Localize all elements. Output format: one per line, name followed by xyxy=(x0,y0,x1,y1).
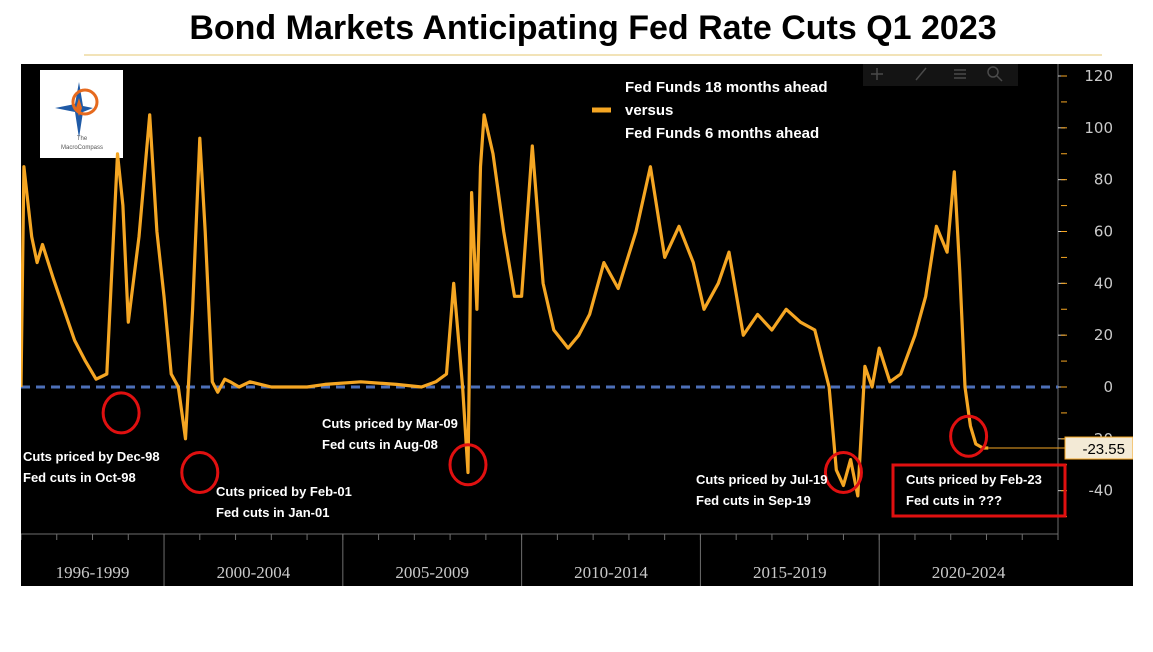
y-tick-label: 40 xyxy=(1094,274,1113,292)
x-tick-label: 2015-2019 xyxy=(753,563,827,582)
chart-area: The MacroCompass 1996-1999 2000-2004 2005-… xyxy=(19,64,1134,586)
x-tick-label: 2020-2024 xyxy=(932,563,1006,582)
y-tick-label: 120 xyxy=(1084,67,1113,85)
chart-toolbar xyxy=(863,64,1018,86)
x-tick-label: 2010-2014 xyxy=(574,563,648,582)
annotation-label: Fed cuts in Oct-98 xyxy=(23,470,136,485)
annotation-label: Cuts priced by Mar-09 xyxy=(322,416,458,431)
y-tick-label: 100 xyxy=(1084,119,1113,137)
crosshair-icon[interactable] xyxy=(871,68,883,80)
y-tick-label: 20 xyxy=(1094,326,1113,344)
logo: The MacroCompass xyxy=(40,70,123,158)
annotation-label: Cuts priced by Feb-23 xyxy=(906,472,1042,487)
search-icon[interactable] xyxy=(987,66,1003,82)
draw-icon[interactable] xyxy=(915,67,927,81)
page-title: Bond Markets Anticipating Fed Rate Cuts … xyxy=(84,2,1102,56)
annotation-label: Fed cuts in ??? xyxy=(906,493,1002,508)
annotation-circle xyxy=(180,451,220,495)
x-tick-label: 2000-2004 xyxy=(217,563,291,582)
legend-line-2: versus xyxy=(625,102,673,119)
y-tick-label: 60 xyxy=(1094,223,1113,241)
menu-icon[interactable] xyxy=(954,69,966,79)
annotation-label: Fed cuts in Aug-08 xyxy=(322,437,438,452)
annotation-label: Fed cuts in Jan-01 xyxy=(216,505,329,520)
x-axis: 1996-1999 2000-2004 2005-2009 2010-2014 2015… xyxy=(20,533,1059,586)
y-tick-label: 0 xyxy=(1103,378,1113,396)
series-line xyxy=(19,113,989,498)
annotation-circle xyxy=(949,414,989,458)
annotation-circle xyxy=(823,451,863,495)
y-tick-label: 80 xyxy=(1094,171,1113,189)
legend: Fed Funds 18 months ahead versus Fed Fun… xyxy=(592,79,828,142)
logo-text-top: The xyxy=(77,136,88,142)
legend-line-1: Fed Funds 18 months ahead xyxy=(625,79,828,96)
last-value-label: -23.55 xyxy=(1082,441,1125,458)
annotations: Cuts priced by Dec-98 Fed cuts in Oct-98 C… xyxy=(23,391,1067,520)
x-tick-label: 1996-1999 xyxy=(56,563,130,582)
annotation-label: Cuts priced by Dec-98 xyxy=(23,449,160,464)
annotation-label: Fed cuts in Sep-19 xyxy=(696,493,811,508)
annotation-circle xyxy=(101,391,141,435)
annotation-box xyxy=(891,463,1067,518)
y-tick-label: -40 xyxy=(1089,482,1114,500)
series-group: -23.55 xyxy=(19,113,1134,498)
legend-line-3: Fed Funds 6 months ahead xyxy=(625,125,819,142)
annotation-circle xyxy=(448,443,488,487)
annotation-label: Cuts priced by Jul-19 xyxy=(696,472,827,487)
logo-text-bottom: MacroCompass xyxy=(61,145,103,151)
x-tick-label: 2005-2009 xyxy=(395,563,469,582)
annotation-label: Cuts priced by Feb-01 xyxy=(216,484,352,499)
compass-star-icon xyxy=(55,82,99,138)
line-chart: The MacroCompass 1996-1999 2000-2004 2005-… xyxy=(19,64,1134,586)
